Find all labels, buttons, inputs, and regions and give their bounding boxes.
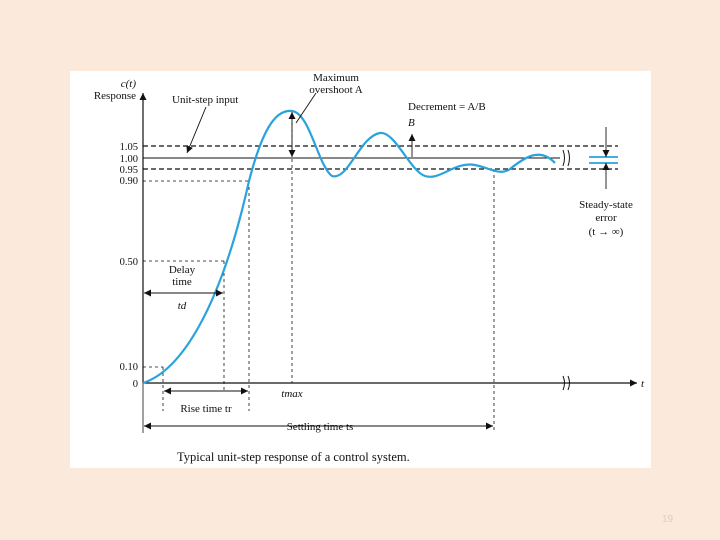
y-axis-label-symbol: c(t) xyxy=(121,78,137,90)
max-overshoot-label-1: Maximum xyxy=(313,72,359,84)
step-response-diagram: 1.05 1.00 0.95 0.90 0.50 0.10 0 c(t) Res… xyxy=(94,72,645,464)
tick-0-90: 0.90 xyxy=(120,176,138,187)
steady-state-marker xyxy=(589,156,618,164)
x-axis-label: t xyxy=(641,378,645,390)
delay-time-label-1: Delay xyxy=(169,264,196,276)
tick-0-10: 0.10 xyxy=(120,362,138,373)
tick-1-05: 1.05 xyxy=(120,142,138,153)
ss-error-label-1: Steady-state xyxy=(579,199,633,211)
unit-step-input-label: Unit-step input xyxy=(172,94,238,106)
x-axis-break xyxy=(562,375,570,391)
tmax-label: tmax xyxy=(281,388,303,400)
tick-0-50: 0.50 xyxy=(120,257,138,268)
delay-time-label-2: time xyxy=(172,276,192,288)
overshoot-leader xyxy=(295,92,317,124)
figure-panel: 1.05 1.00 0.95 0.90 0.50 0.10 0 c(t) Res… xyxy=(70,71,651,468)
figure-caption: Typical unit-step response of a control … xyxy=(177,450,410,464)
y-axis-label-word: Response xyxy=(94,90,136,102)
td-label: td xyxy=(178,300,187,312)
unit-step-arrow xyxy=(186,106,207,154)
response-curve xyxy=(142,109,556,385)
curve-break xyxy=(562,149,570,167)
slide-number: 19 xyxy=(662,514,674,525)
rise-time-label: Rise time tr xyxy=(180,403,232,415)
tick-0: 0 xyxy=(133,379,138,390)
max-overshoot-label-2: overshoot A xyxy=(309,84,363,96)
tick-1-00: 1.00 xyxy=(120,154,138,165)
ss-error-label-3: (t → ∞) xyxy=(589,226,624,238)
tick-0-95: 0.95 xyxy=(120,165,138,176)
settling-time-label: Settling time ts xyxy=(287,421,354,433)
ss-error-label-2: error xyxy=(595,212,617,224)
b-label: B xyxy=(408,117,415,129)
decrement-label: Decrement = A/B xyxy=(408,101,486,113)
